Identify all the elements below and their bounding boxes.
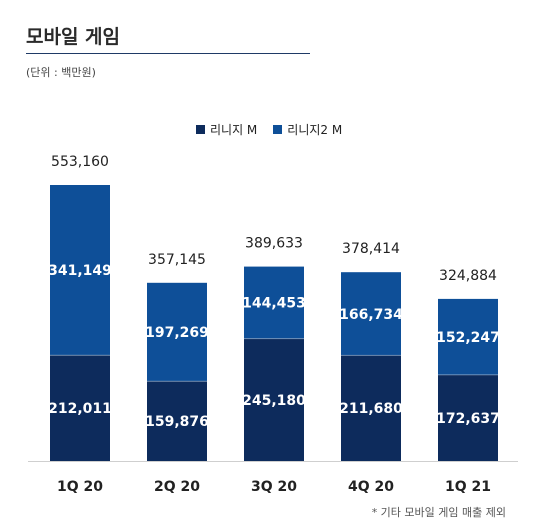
- data-label-total: 389,633: [245, 236, 303, 252]
- bar-lineage2-m: [50, 185, 110, 356]
- chart-legend: 리니지 M 리니지2 M: [196, 121, 342, 138]
- page-title: 모바일 게임: [26, 26, 121, 48]
- unit-label: (단위 : 백만원): [26, 66, 96, 79]
- data-label-lineage-m: 211,680: [339, 401, 403, 417]
- x-tick-label: 1Q 20: [57, 479, 103, 495]
- bar-lineage2-m: [438, 298, 498, 375]
- x-tick-label: 4Q 20: [348, 479, 394, 495]
- data-label-total: 324,884: [439, 268, 497, 284]
- data-label-total: 553,160: [51, 154, 109, 170]
- bar-lineage2-m: [147, 282, 207, 382]
- data-label-lineage-m: 172,637: [436, 411, 500, 427]
- footnote: * 기타 모바일 게임 매출 제외: [371, 506, 506, 519]
- data-label-lineage2-m: 166,734: [339, 307, 403, 323]
- data-label-lineage-m: 212,011: [48, 401, 112, 417]
- bar-lineage2-m: [341, 272, 401, 356]
- legend-swatch-lineage2-m: [273, 125, 283, 134]
- bar-lineage-m: [244, 338, 304, 461]
- x-tick-label: 2Q 20: [154, 479, 200, 495]
- bar-lineage2-m: [244, 266, 304, 339]
- x-tick-label: 1Q 21: [445, 479, 491, 495]
- title-divider: [26, 53, 310, 54]
- legend-label-lineage2-m: 리니지2 M: [287, 123, 343, 137]
- data-label-total: 357,145: [148, 252, 206, 268]
- bar-lineage-m: [341, 355, 401, 461]
- data-label-lineage2-m: 152,247: [436, 330, 500, 346]
- data-label-lineage2-m: 144,453: [242, 296, 306, 312]
- bar-lineage-m: [50, 355, 110, 461]
- data-label-total: 378,414: [342, 241, 400, 257]
- data-label-lineage2-m: 341,149: [48, 263, 112, 279]
- data-label-lineage2-m: 197,269: [145, 325, 209, 341]
- legend-item-lineage2-m: 리니지2 M: [273, 121, 342, 138]
- data-label-lineage-m: 159,876: [145, 414, 209, 430]
- bar-lineage-m: [147, 381, 207, 461]
- bar-lineage-m: [438, 374, 498, 461]
- data-label-lineage-m: 245,180: [242, 393, 306, 409]
- x-tick-label: 3Q 20: [251, 479, 297, 495]
- legend-label-lineage-m: 리니지 M: [210, 123, 258, 137]
- legend-swatch-lineage-m: [196, 125, 205, 134]
- legend-item-lineage-m: 리니지 M: [196, 121, 257, 138]
